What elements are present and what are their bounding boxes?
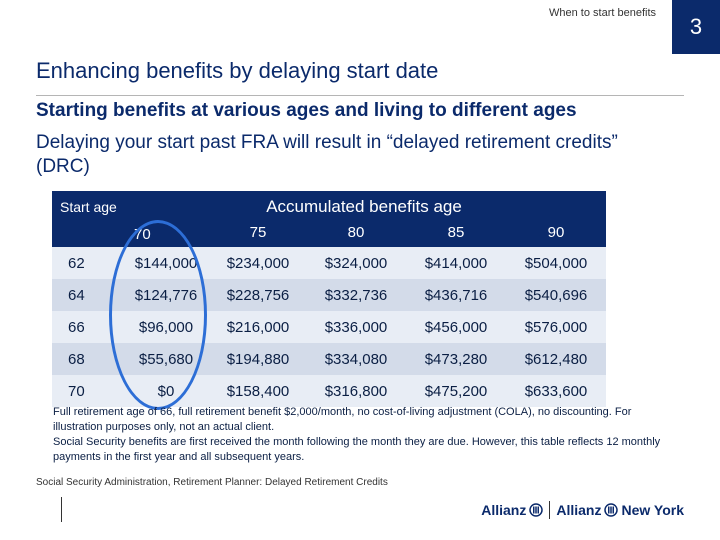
- allianz-eagle-icon: [604, 503, 619, 517]
- logo-wordmark: Allianz: [481, 502, 527, 518]
- footer-rule: [61, 497, 62, 522]
- benefit-cell: $456,000: [406, 311, 506, 343]
- age-column-header: 85: [406, 217, 506, 247]
- logo-wordmark: Allianz: [556, 502, 602, 518]
- slide-description: Delaying your start past FRA will result…: [36, 132, 618, 177]
- page-number-badge: 3: [672, 0, 720, 54]
- benefit-cell: $316,800: [306, 375, 406, 407]
- benefit-cell: $334,080: [306, 343, 406, 375]
- logo-suffix: New York: [621, 502, 684, 518]
- slide-title: Enhancing benefits by delaying start dat…: [36, 58, 439, 83]
- benefit-cell: $332,736: [306, 279, 406, 311]
- benefit-cell: $324,000: [306, 247, 406, 279]
- highlight-ring-age-70-column: [109, 220, 207, 410]
- start-age-cell: 70: [52, 375, 122, 407]
- allianz-logo-primary: Allianz: [481, 502, 544, 518]
- allianz-logo-secondary: Allianz New York: [556, 502, 684, 518]
- accumulated-benefits-header: Accumulated benefits age: [122, 191, 606, 217]
- table-row: 70 $0 $158,400 $316,800 $475,200 $633,60…: [52, 375, 606, 407]
- benefit-cell: $540,696: [506, 279, 606, 311]
- allianz-eagle-icon: [529, 503, 544, 517]
- source-citation: Social Security Administration, Retireme…: [36, 477, 388, 488]
- allianz-logo: Allianz Allianz New York: [481, 501, 684, 519]
- logo-separator: [549, 501, 551, 519]
- benefit-cell: $473,280: [406, 343, 506, 375]
- footnote-text: Full retirement age of 66, full retireme…: [53, 406, 632, 433]
- benefit-cell: $228,756: [210, 279, 306, 311]
- start-age-cell: 62: [52, 247, 122, 279]
- benefit-cell: $436,716: [406, 279, 506, 311]
- title-divider: [36, 95, 684, 96]
- start-age-cell: 68: [52, 343, 122, 375]
- benefit-cell: $612,480: [506, 343, 606, 375]
- age-column-header: 75: [210, 217, 306, 247]
- benefit-cell: $475,200: [406, 375, 506, 407]
- header-topic: When to start benefits: [549, 7, 656, 19]
- benefit-cell: $414,000: [406, 247, 506, 279]
- benefit-cell: $633,600: [506, 375, 606, 407]
- benefit-cell: $504,000: [506, 247, 606, 279]
- slide-subtitle: Starting benefits at various ages and li…: [36, 100, 577, 121]
- benefit-cell: $158,400: [210, 375, 306, 407]
- footnote-text: Social Security benefits are first recei…: [53, 436, 661, 463]
- benefit-cell: $216,000: [210, 311, 306, 343]
- benefit-cell: $234,000: [210, 247, 306, 279]
- benefit-cell: $576,000: [506, 311, 606, 343]
- footnotes: Full retirement age of 66, full retireme…: [53, 405, 663, 465]
- age-column-header: 80: [306, 217, 406, 247]
- benefit-cell: $336,000: [306, 311, 406, 343]
- start-age-header: Start age: [52, 191, 122, 247]
- age-column-header: 90: [506, 217, 606, 247]
- benefit-cell: $194,880: [210, 343, 306, 375]
